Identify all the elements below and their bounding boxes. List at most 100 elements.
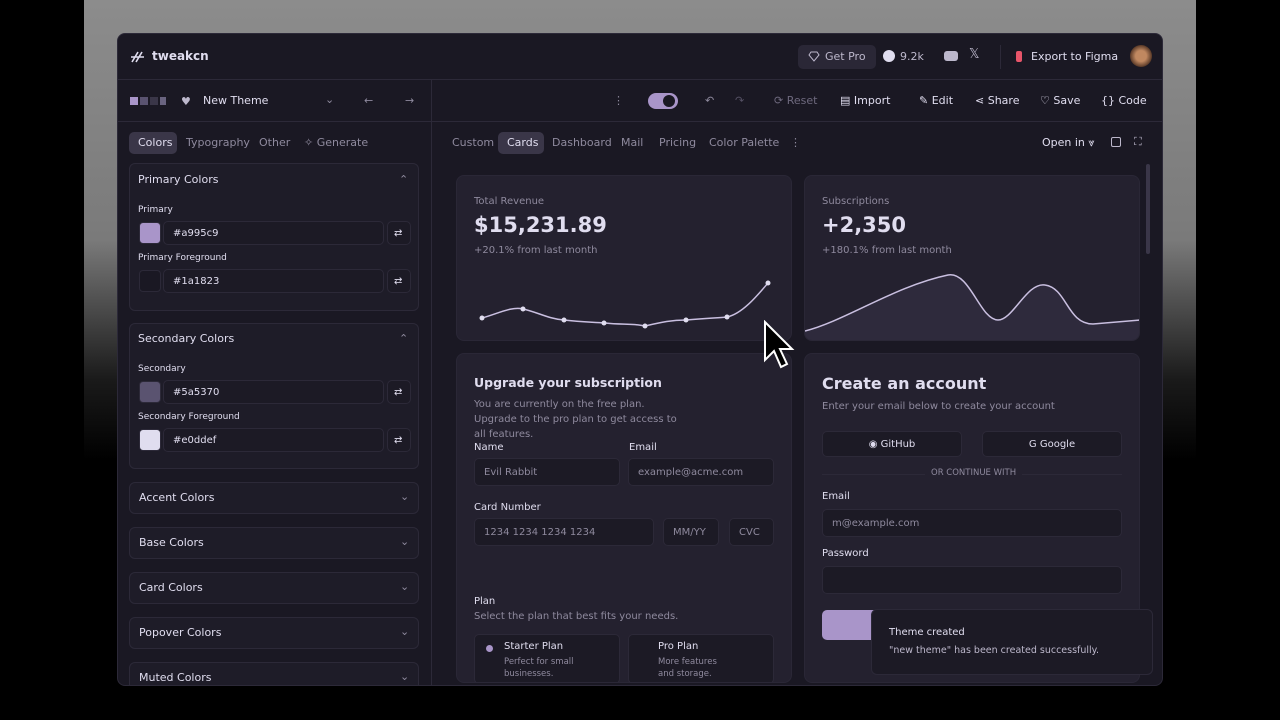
edit-button[interactable]: ✎ Edit (919, 94, 954, 107)
open-in-button[interactable]: Open in ⩔ (1042, 136, 1095, 149)
color-picker-button[interactable]: ⇄ (387, 380, 411, 404)
card-label: Subscriptions (822, 196, 890, 207)
logo (131, 51, 144, 63)
cvc-input[interactable]: CVC (729, 518, 774, 546)
field-label: Password (822, 548, 869, 559)
preview-tab[interactable]: Mail (621, 136, 644, 149)
next-theme[interactable]: → (405, 94, 415, 107)
plan-description: More features and storage. (658, 657, 717, 679)
color-input[interactable]: #1a1823 (163, 269, 384, 293)
preview-tab[interactable]: Pricing (659, 136, 697, 149)
section-collapsed[interactable]: Card Colors ⌄ (129, 572, 419, 604)
theme-select[interactable]: New Theme (203, 94, 269, 107)
button-label: GitHub (880, 438, 916, 450)
expand-icon: ⌄ (400, 580, 410, 593)
export-button[interactable]: Export to Figma (1031, 50, 1119, 63)
section-title: Card Colors (139, 581, 203, 594)
save-label: Save (1053, 94, 1081, 107)
field-label: Email (629, 442, 657, 453)
github-icon (883, 50, 895, 62)
toolbar (118, 80, 1162, 122)
inspect-icon[interactable] (1111, 137, 1121, 147)
theme-swatches (130, 97, 166, 105)
divider-text: OR CONTINUE WITH (925, 468, 1023, 478)
expand-icon: ⌄ (400, 490, 410, 503)
expand-icon: ⌄ (400, 625, 410, 638)
fullscreen-icon[interactable]: ⛶ (1134, 135, 1142, 148)
more-menu[interactable]: ⋮ (613, 94, 624, 107)
google-button[interactable]: G Google (982, 431, 1122, 457)
field-label: Plan (474, 596, 496, 607)
section-collapsed[interactable]: Base Colors ⌄ (129, 527, 419, 559)
sidebar-tab[interactable]: Other (259, 136, 291, 149)
color-picker-button[interactable]: ⇄ (387, 428, 411, 452)
section-collapsed[interactable]: Accent Colors ⌄ (129, 482, 419, 514)
sidebar-tab-label: Generate (316, 136, 369, 149)
preview-tab[interactable]: Dashboard (552, 136, 612, 149)
toast: Theme created "new theme" has been creat… (871, 609, 1153, 675)
card-value: $15,231.89 (474, 213, 607, 237)
color-input[interactable]: #e0ddef (163, 428, 384, 452)
x-icon[interactable]: 𝕏 (969, 47, 980, 62)
field-label: Name (474, 442, 504, 453)
prev-theme[interactable]: ← (364, 94, 374, 107)
section-title[interactable]: Secondary Colors (138, 332, 235, 345)
avatar[interactable] (1130, 45, 1152, 67)
github-stars[interactable]: 9.2k (900, 50, 924, 63)
color-swatch[interactable] (139, 381, 161, 403)
code-button[interactable]: {} Code (1101, 94, 1147, 107)
subscriptions-card: Subscriptions +2,350 +180.1% from last m… (804, 175, 1140, 341)
discord-icon[interactable] (944, 51, 958, 61)
color-input[interactable]: #a995c9 (163, 221, 384, 245)
section-collapsed[interactable]: Popover Colors ⌄ (129, 617, 419, 649)
plan-option[interactable] (474, 634, 620, 682)
share-label: Share (987, 94, 1020, 107)
color-picker-button[interactable]: ⇄ (387, 269, 411, 293)
chevron[interactable]: ⌄ (325, 93, 335, 106)
color-swatch[interactable] (139, 270, 161, 292)
figma-icon (1016, 51, 1022, 62)
card-title: Upgrade your subscription (474, 375, 662, 390)
email-input[interactable]: example@acme.com (628, 458, 774, 486)
github-button[interactable]: ◉ GitHub (822, 431, 962, 457)
heart-icon[interactable]: ♥ (181, 95, 191, 108)
password-input[interactable] (822, 566, 1122, 594)
preview-tab[interactable]: Custom (452, 136, 495, 149)
name-input[interactable]: Evil Rabbit (474, 458, 620, 486)
sidebar-tab[interactable]: ✧ Generate (304, 136, 369, 149)
get-pro-button[interactable]: Get Pro (798, 45, 876, 69)
dark-mode-toggle[interactable] (648, 93, 678, 109)
toast-message: "new theme" has been created successfull… (889, 645, 1099, 656)
edit-label: Edit (931, 94, 954, 107)
reset-button[interactable]: ⟳ Reset (774, 94, 818, 107)
field-label: Primary (138, 205, 173, 215)
color-input[interactable]: #5a5370 (163, 380, 384, 404)
collapse-icon[interactable]: ⌃ (399, 173, 409, 186)
sidebar-tab[interactable]: Colors (138, 136, 173, 149)
expiry-input[interactable]: MM/YY (663, 518, 719, 546)
preview-tab[interactable]: Color Palette (709, 136, 780, 149)
brand: tweakcn (152, 49, 209, 63)
redo[interactable]: ↷ (735, 94, 745, 107)
import-button[interactable]: ▤ Import (840, 94, 891, 107)
plan-option[interactable] (628, 634, 774, 682)
color-swatch[interactable] (139, 222, 161, 244)
color-swatch[interactable] (139, 429, 161, 451)
save-button[interactable]: ♡ Save (1040, 94, 1081, 107)
collapse-icon[interactable]: ⌃ (399, 332, 409, 345)
undo[interactable]: ↶ (705, 94, 715, 107)
sidebar-tab[interactable]: Typography (186, 136, 250, 149)
section-title: Base Colors (139, 536, 204, 549)
preview-tab[interactable]: Cards (507, 136, 539, 149)
share-button[interactable]: ⋖ Share (975, 94, 1020, 107)
expand-icon: ⌄ (400, 670, 410, 683)
plan-description: Perfect for small businesses. (504, 657, 574, 679)
section-title[interactable]: Primary Colors (138, 173, 219, 186)
email-input[interactable]: m@example.com (822, 509, 1122, 537)
more-tabs[interactable]: ⋮ (790, 136, 801, 149)
scrollbar[interactable] (1146, 164, 1150, 254)
section-collapsed[interactable]: Muted Colors ⌄ (129, 662, 419, 685)
card-input[interactable]: 1234 1234 1234 1234 (474, 518, 654, 546)
color-picker-button[interactable]: ⇄ (387, 221, 411, 245)
